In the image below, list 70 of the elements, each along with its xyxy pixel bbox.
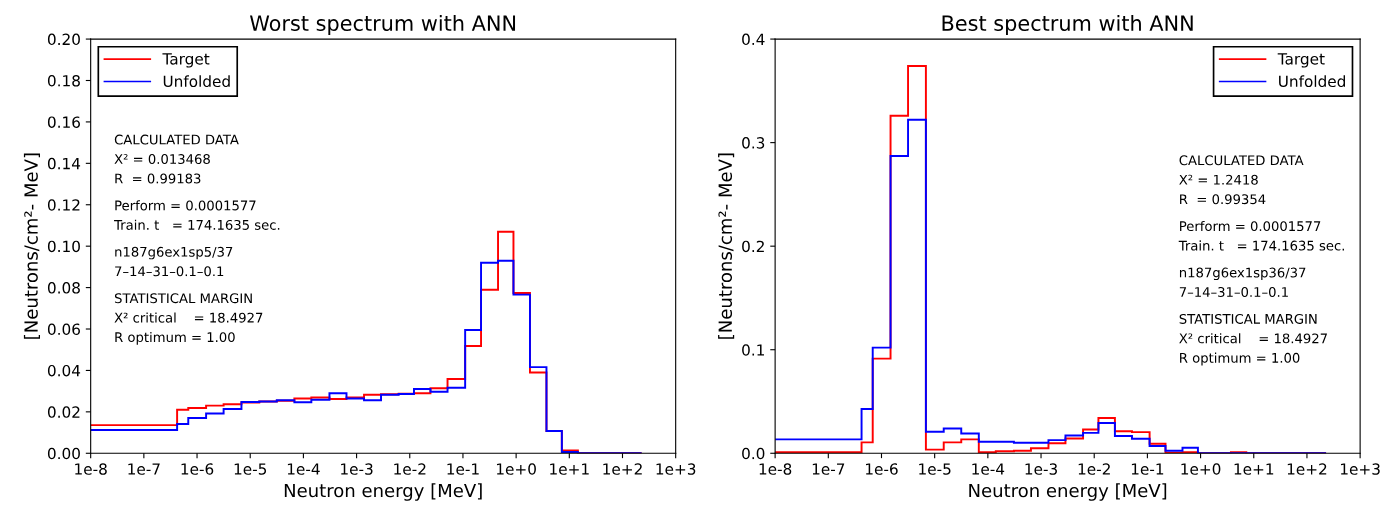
- y-tick-label: 0.20: [47, 33, 80, 46]
- x-tick-label: 1e+0: [1181, 463, 1221, 475]
- annotation: n187g6ex1sp36/37: [1179, 267, 1306, 281]
- annotation: 7–14–31–0.1–0.1: [1179, 287, 1288, 297]
- x-axis-title: Neutron energy [MeV]: [969, 483, 1167, 501]
- annotation: Perform = 0.0001577: [115, 200, 256, 211]
- annotation: R optimum = 1.00: [1180, 352, 1300, 366]
- x-tick-label: 1e-4: [972, 463, 1005, 475]
- legend-label: Target: [1277, 53, 1325, 68]
- y-tick-label: 0.10: [47, 240, 80, 253]
- y-tick-label: 0.06: [47, 323, 80, 336]
- x-tick-label: 1e-5: [919, 463, 951, 475]
- legend-label: Unfolded: [1279, 75, 1345, 88]
- x-tick-label: 1e-1: [447, 463, 479, 475]
- y-tick-label: 0.12: [47, 199, 80, 211]
- annotation: CALCULATED DATA: [114, 134, 239, 145]
- y-tick-label: 0.02: [47, 406, 80, 418]
- x-axis-title: Neutron energy [MeV]: [284, 483, 482, 501]
- x-tick-label: 1e-7: [812, 463, 845, 475]
- annotation: CALCULATED DATA: [1179, 155, 1304, 166]
- annotation: X² critical = 18.4927: [1179, 333, 1327, 344]
- annotation: R optimum = 1.00: [115, 331, 235, 345]
- x-tick-label: 1e-6: [181, 463, 214, 475]
- x-tick-label: 1e+2: [603, 463, 642, 475]
- x-tick-label: 1e+2: [1287, 463, 1327, 475]
- y-tick-label: 0.2: [742, 240, 764, 253]
- annotation: STATISTICAL MARGIN: [114, 293, 252, 304]
- x-tick-label: 1e-3: [341, 463, 373, 475]
- x-tick-label: 1e-8: [75, 463, 107, 475]
- y-axis-title: [Neutrons/cm²- MeV]: [718, 153, 735, 339]
- x-tick-label: 1e-1: [1131, 463, 1164, 475]
- annotation: X² = 1.2418: [1179, 174, 1258, 185]
- x-tick-label: 1e+1: [1234, 463, 1274, 475]
- y-tick-label: 0.0: [742, 447, 765, 460]
- x-tick-label: 1e+3: [1340, 463, 1380, 475]
- chart-title: Best spectrum with ANN: [942, 14, 1193, 36]
- legend-label: Target: [162, 53, 210, 68]
- legend-label: Unfolded: [163, 75, 230, 88]
- x-tick-label: 1e-6: [865, 463, 898, 475]
- annotation: n187g6ex1sp5/37: [115, 246, 233, 260]
- x-tick-label: 1e+0: [496, 463, 536, 475]
- annotation: R = 0.99183: [115, 173, 201, 184]
- annotation: Train. t = 174.1635 sec.: [1178, 240, 1344, 251]
- x-tick-label: 1e-2: [394, 463, 426, 475]
- y-tick-label: 0.08: [47, 282, 80, 294]
- x-tick-label: 1e-2: [1078, 463, 1110, 475]
- x-tick-label: 1e+1: [550, 463, 589, 475]
- annotation: X² = 0.013468: [114, 154, 210, 165]
- annotation: R = 0.99354: [1180, 194, 1266, 205]
- x-tick-label: 1e-4: [287, 463, 320, 475]
- y-tick-label: 0.18: [47, 74, 80, 87]
- y-tick-label: 0.14: [47, 157, 81, 170]
- x-tick-label: 1e+3: [656, 463, 696, 475]
- annotation: 7–14–31–0.1–0.1: [115, 266, 224, 277]
- annotation: STATISTICAL MARGIN: [1179, 313, 1317, 324]
- y-tick-label: 0.00: [47, 447, 80, 460]
- y-tick-label: 0.3: [742, 137, 765, 149]
- y-tick-label: 0.04: [47, 364, 81, 377]
- x-tick-label: 1e-5: [234, 463, 267, 475]
- annotation: Train. t = 174.1635 sec.: [114, 219, 280, 230]
- y-tick-label: 0.4: [742, 33, 765, 46]
- x-tick-label: 1e-8: [759, 463, 792, 475]
- y-axis-title: [Neutrons/cm²- MeV]: [23, 153, 41, 339]
- x-tick-label: 1e-3: [1025, 463, 1057, 475]
- y-tick-label: 0.1: [742, 344, 764, 356]
- annotation: X² critical = 18.4927: [114, 312, 263, 323]
- chart-title: Worst spectrum with ANN: [249, 14, 516, 36]
- annotation: Perform = 0.0001577: [1180, 220, 1321, 232]
- y-tick-label: 0.16: [47, 116, 80, 128]
- x-tick-label: 1e-7: [128, 463, 160, 475]
